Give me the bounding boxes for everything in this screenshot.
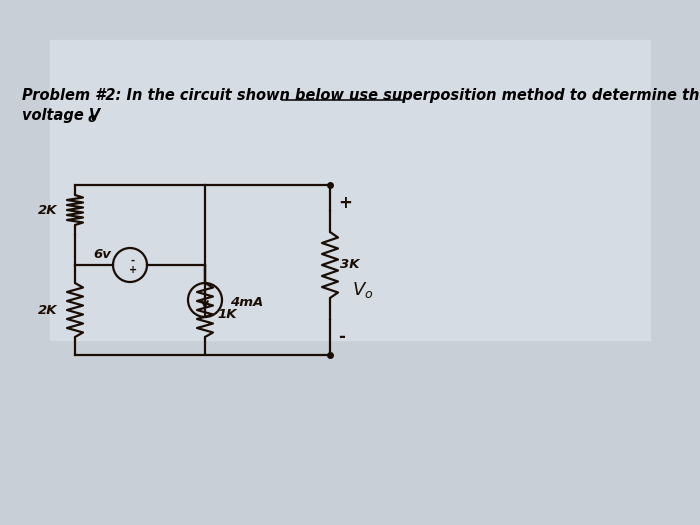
- Text: 1K: 1K: [217, 309, 237, 321]
- Text: -: -: [338, 328, 345, 346]
- Bar: [50, 40, 650, 340]
- Text: $V_o$: $V_o$: [352, 280, 374, 300]
- Text: 3K: 3K: [340, 258, 360, 271]
- Text: voltage V: voltage V: [22, 108, 100, 123]
- Text: Problem #2: In the circuit shown below use superposition method to determine the: Problem #2: In the circuit shown below u…: [22, 88, 700, 103]
- Text: -: -: [131, 256, 135, 266]
- Text: 2K: 2K: [38, 303, 57, 317]
- Text: +: +: [129, 265, 137, 275]
- Text: +: +: [338, 194, 352, 212]
- Text: o: o: [88, 112, 97, 125]
- Text: 4mA: 4mA: [230, 296, 263, 309]
- Text: 6v: 6v: [93, 248, 111, 261]
- Text: 2K: 2K: [38, 204, 57, 216]
